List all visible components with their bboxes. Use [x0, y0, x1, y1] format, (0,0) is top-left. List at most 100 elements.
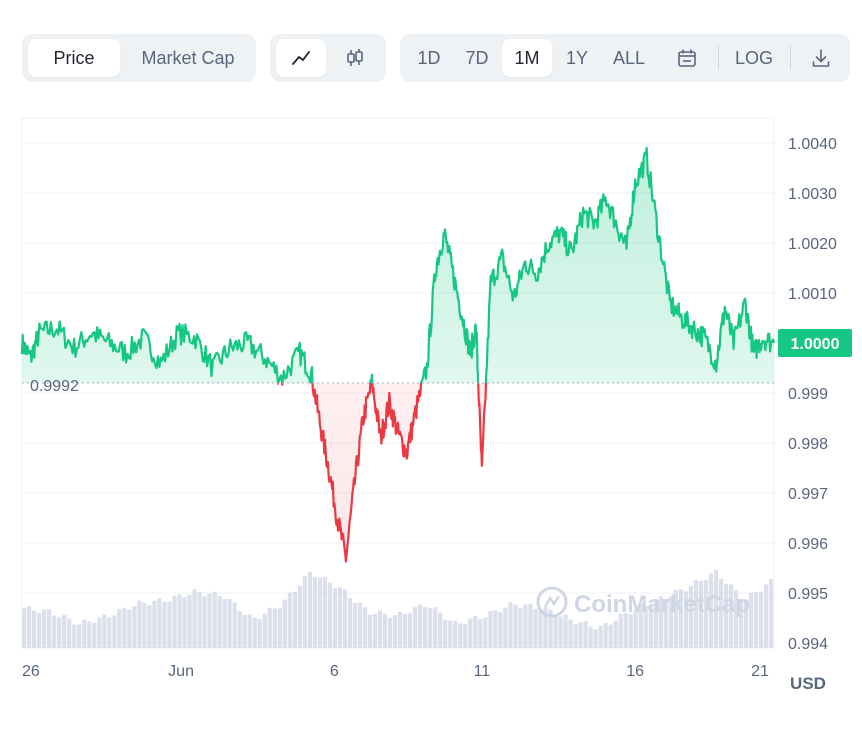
volume-bar: [287, 592, 292, 648]
volume-bar: [257, 619, 262, 648]
price-area-down: [22, 383, 774, 562]
volume-bar: [242, 614, 247, 648]
line-chart-icon: [292, 51, 310, 65]
volume-bar: [493, 610, 498, 648]
volume-bar: [187, 594, 192, 648]
volume-bar: [408, 613, 413, 648]
volume-bar: [157, 598, 162, 648]
volume-bar: [443, 619, 448, 648]
volume-bar: [433, 607, 438, 648]
range-1y-button[interactable]: 1Y: [565, 48, 589, 68]
volume-bar: [167, 601, 172, 648]
tab-price[interactable]: Price: [28, 39, 120, 77]
volume-bar: [92, 622, 97, 648]
volume-bar: [112, 615, 117, 648]
volume-bar: [142, 602, 147, 648]
current-price-tag: 1.0000: [778, 329, 852, 357]
range-7d-button[interactable]: 7D: [465, 48, 489, 68]
volume-bar: [518, 607, 523, 648]
volume-bar: [237, 611, 242, 648]
volume-bar: [222, 599, 227, 648]
volume-bar: [643, 605, 648, 648]
chart-type-toggle: [270, 34, 386, 82]
volume-bar: [322, 576, 328, 648]
volume-bar: [52, 615, 57, 648]
volume-bar: [72, 624, 77, 648]
candlestick-icon: [347, 49, 363, 66]
volume-bar: [297, 586, 302, 648]
volume-bar: [473, 616, 478, 648]
volume-bar: [42, 609, 47, 648]
volume-bar: [568, 619, 573, 648]
volume-bar: [483, 617, 488, 648]
volume-bar: [22, 608, 27, 648]
coinmarketcap-logo-mark-icon: [543, 595, 561, 608]
current-price-label: 1.0000: [791, 336, 840, 353]
volume-bar: [47, 609, 52, 648]
y-tick-label: 0.995: [788, 586, 828, 603]
volume-bar: [82, 619, 87, 648]
volume-bar: [217, 596, 222, 648]
volume-bar: [588, 626, 593, 648]
volume-bar: [398, 612, 403, 648]
price-area-up: [22, 147, 774, 383]
volume-bar: [413, 606, 418, 648]
volume-bar: [127, 610, 132, 648]
volume-bar: [152, 600, 157, 648]
volume-bar: [132, 606, 137, 648]
volume-bar: [117, 609, 122, 648]
volume-bar: [723, 583, 729, 648]
volume-bar: [387, 617, 393, 648]
volume-bar: [312, 577, 317, 648]
volume-bar: [558, 616, 563, 648]
volume-bar: [192, 589, 197, 648]
volume-bar: [302, 576, 307, 648]
volume-bar: [448, 620, 453, 648]
price-line-up: [20, 146, 776, 383]
volume-bar: [748, 592, 754, 648]
volume-bar: [633, 609, 638, 648]
volume-bar: [598, 625, 603, 648]
volume-bar: [763, 584, 769, 648]
volume-bar: [623, 613, 628, 648]
volume-bar: [392, 615, 398, 648]
baseline-label: 0.9992: [30, 378, 79, 395]
x-tick-label: 11: [474, 663, 491, 680]
volume-bar: [583, 621, 588, 648]
x-tick-label: 6: [330, 663, 339, 680]
coinmarketcap-logo-icon: [536, 586, 568, 618]
volume-bar: [382, 613, 388, 648]
y-tick-label: 1.0010: [788, 286, 837, 303]
range-1d-button[interactable]: 1D: [417, 48, 441, 68]
range-1m-button[interactable]: 1M: [502, 39, 552, 77]
volume-bar: [768, 578, 774, 648]
volume-bar: [172, 595, 177, 648]
volume-bar: [277, 608, 282, 648]
volume-bar: [743, 599, 749, 648]
download-button[interactable]: [796, 39, 846, 77]
date-picker-button[interactable]: [662, 39, 712, 77]
candlestick-button[interactable]: [330, 39, 380, 77]
volume-bar: [573, 624, 578, 648]
tab-market-cap[interactable]: Market Cap: [141, 48, 235, 68]
volume-bar: [713, 569, 719, 648]
log-scale-button[interactable]: LOG: [734, 48, 773, 68]
volume-bar: [282, 599, 287, 648]
range-all-button[interactable]: ALL: [612, 48, 646, 68]
volume-bar: [508, 602, 513, 648]
volume-bar: [362, 607, 368, 648]
volume-bar: [67, 618, 72, 648]
volume-bar: [267, 607, 272, 648]
volume-bar: [738, 599, 744, 648]
volume-bar: [37, 613, 42, 648]
y-tick-label: 0.996: [788, 536, 828, 553]
volume-bar: [372, 613, 378, 648]
volume-bar: [87, 621, 92, 648]
volume-bar: [498, 612, 503, 648]
volume-bar: [733, 590, 739, 648]
volume-bar: [327, 582, 333, 648]
volume-bar: [97, 617, 102, 648]
line-chart-button[interactable]: [276, 39, 326, 77]
volume-bar: [107, 617, 112, 648]
